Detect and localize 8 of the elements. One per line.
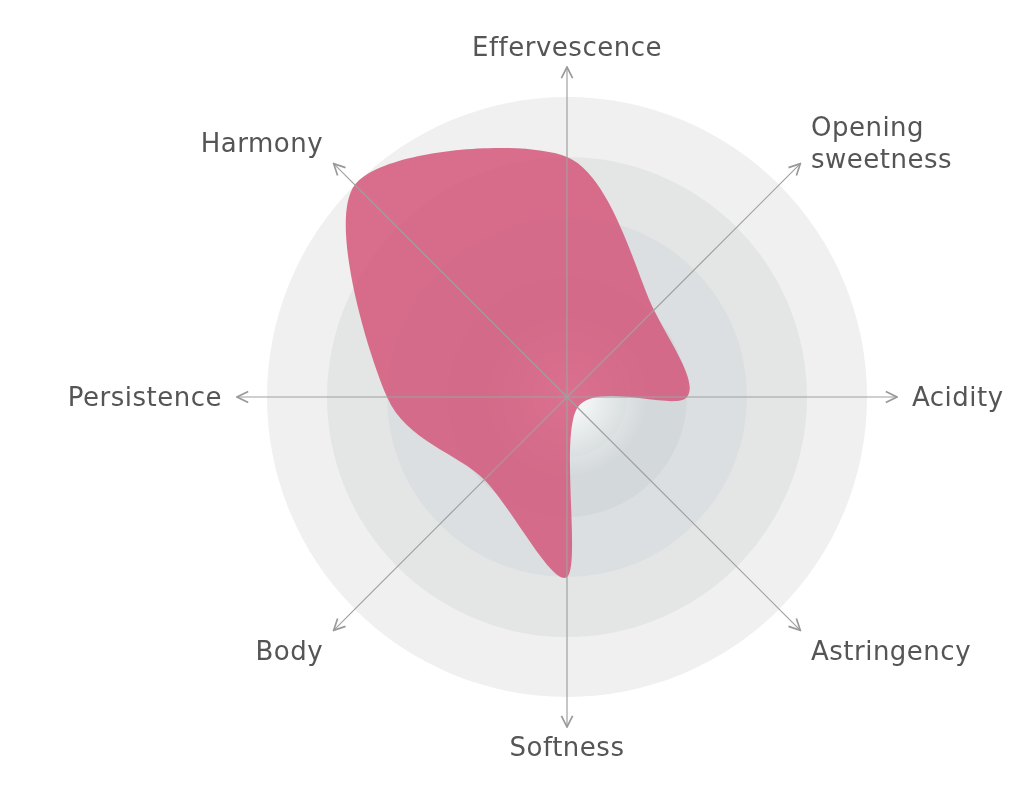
spoke-label: Softness [509,732,625,762]
spoke-label: Persistence [67,382,222,412]
spoke-label: Body [255,635,324,666]
spoke-label: Astringency [810,635,972,666]
spoke-label: Harmony [200,128,324,159]
spoke-label: Effervescence [472,32,662,62]
spoke-label: Acidity [912,382,1004,412]
spoke-label: Opening sweetness [810,112,953,175]
